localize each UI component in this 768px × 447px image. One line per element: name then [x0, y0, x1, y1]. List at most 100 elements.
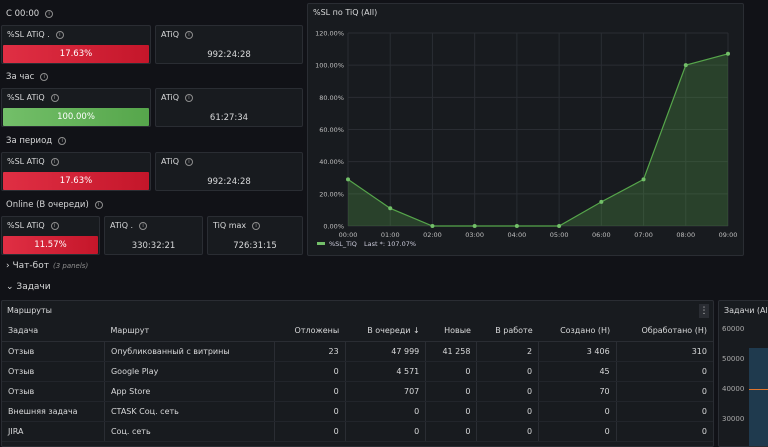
- info-icon[interactable]: i: [50, 93, 59, 102]
- column-header[interactable]: Новые: [425, 321, 477, 342]
- table-cell: 0: [345, 421, 427, 442]
- atiq-hour-value: 61:27:34: [209, 113, 249, 123]
- y-tick-label: 60.00%: [319, 126, 344, 134]
- table-cell: 0: [274, 421, 346, 442]
- sl-atiq-hour-panel[interactable]: %SL ATiQ i 100.00%: [1, 88, 151, 127]
- x-tick-label: 07:00: [634, 231, 653, 239]
- data-point: [346, 177, 350, 182]
- y-tick-label: 80.00%: [319, 94, 344, 102]
- info-icon[interactable]: i: [58, 136, 67, 145]
- info-icon[interactable]: i: [55, 30, 64, 39]
- column-header[interactable]: Обработано (Н): [616, 321, 713, 342]
- info-icon[interactable]: i: [185, 157, 194, 166]
- data-point: [599, 199, 604, 204]
- table-cell: CTASK Соц. сеть: [104, 401, 275, 422]
- info-icon[interactable]: i: [185, 30, 194, 39]
- table-cell: 310: [616, 341, 713, 362]
- table-cell: JIRA: [2, 421, 105, 442]
- series-line: [347, 53, 729, 227]
- info-icon[interactable]: i: [50, 221, 59, 230]
- tasks-chart-title: Задачи (All): [724, 306, 768, 315]
- table-cell: 0: [538, 421, 617, 442]
- sl-atiq-value: 17.63%: [3, 45, 149, 63]
- column-header[interactable]: Задача: [2, 321, 105, 342]
- panel-menu-icon[interactable]: ⋮: [699, 304, 709, 318]
- x-tick-label: 06:00: [592, 231, 611, 239]
- table-row[interactable]: JIRA Соц. сеть 0 0 0 0 0 0: [2, 421, 713, 442]
- sl-atiq-online-value: 11.57%: [3, 236, 98, 254]
- table-cell: 70: [538, 381, 617, 402]
- info-icon[interactable]: i: [185, 93, 194, 102]
- x-tick-label: 03:00: [465, 231, 484, 239]
- table-cell: Отзыв: [2, 381, 105, 402]
- sl-tiq-chart-panel[interactable]: %SL по TiQ (All) 0.00% 20.00% 40.00% 60.00%…: [307, 3, 744, 256]
- section-tasks[interactable]: ⌄ Задачи: [6, 282, 51, 292]
- y-tick-label: 100.00%: [315, 62, 344, 70]
- routes-table: Задача Маршрут Отложены В очереди ↓ Новые В р…: [2, 321, 713, 442]
- tick-label: 30000: [722, 415, 745, 423]
- column-header[interactable]: Создано (Н): [538, 321, 617, 342]
- table-cell: 41 258: [425, 341, 478, 362]
- sl-atiq-hour-value: 100.00%: [3, 108, 149, 126]
- table-cell: 45: [538, 361, 617, 382]
- info-icon[interactable]: i: [252, 221, 261, 230]
- table-cell: 0: [274, 361, 346, 382]
- info-icon[interactable]: i: [139, 221, 148, 230]
- table-row[interactable]: Отзыв Google Play 0 4 571 0 0 45 0: [2, 361, 713, 382]
- sl-atiq-period-panel[interactable]: %SL ATiQ i 17.63%: [1, 152, 151, 191]
- table-row[interactable]: Отзыв Опубликованный с витрины 23 47 999 41 …: [2, 341, 713, 362]
- data-point: [683, 63, 688, 68]
- table-cell: 0: [616, 381, 713, 402]
- table-cell: 23: [274, 341, 346, 362]
- atiq-online-value: 330:32:21: [131, 241, 176, 251]
- table-cell: 2: [476, 341, 540, 362]
- atiq-hour-panel[interactable]: ATiQ i 61:27:34: [155, 88, 303, 127]
- atiq-online-panel[interactable]: ATiQ .i 330:32:21: [104, 216, 203, 255]
- column-header[interactable]: В работе: [476, 321, 539, 342]
- x-tick-label: 00:00: [339, 231, 358, 239]
- x-tick-label: 04:00: [508, 231, 527, 239]
- x-tick-label: 09:00: [719, 231, 738, 239]
- info-icon[interactable]: i: [94, 200, 103, 209]
- data-point: [641, 177, 646, 182]
- tasks-line: [749, 389, 768, 390]
- tasks-chart-panel[interactable]: Задачи (All) 60000 50000 40000 30000: [718, 300, 768, 447]
- table-cell: 0: [476, 381, 540, 402]
- routes-table-panel[interactable]: Маршруты ⋮ Задача Маршрут Отложены В очеред…: [1, 300, 714, 447]
- sl-atiq-online-panel[interactable]: %SL ATiQ i 11.57%: [1, 216, 100, 255]
- sl-tiq-chart: 0.00% 20.00% 40.00% 60.00% 80.00% 100.00% 120.…: [315, 30, 738, 249]
- table-cell: 0: [616, 421, 713, 442]
- table-cell: 0: [345, 401, 427, 422]
- section-chatbot[interactable]: › Чат-бот (3 panels): [6, 261, 89, 271]
- table-row[interactable]: Внешняя задача CTASK Соц. сеть 0 0 0 0 0 0: [2, 401, 713, 422]
- column-header[interactable]: Маршрут: [104, 321, 275, 342]
- atiq-period-panel[interactable]: ATiQ i 992:24:28: [155, 152, 303, 191]
- row-title-last-hour: За час i: [6, 72, 49, 82]
- info-icon[interactable]: i: [45, 9, 54, 18]
- data-point: [514, 224, 519, 228]
- y-tick-label: 40.00%: [319, 158, 344, 166]
- atiq-panel[interactable]: ATiQ i 992:24:28: [155, 25, 303, 64]
- table-cell: Опубликованный с витрины: [104, 341, 275, 362]
- atiq-value: 992:24:28: [207, 50, 251, 60]
- tiq-max-panel[interactable]: TiQ max i 726:31:15: [207, 216, 303, 255]
- table-cell: 47 999: [345, 341, 427, 362]
- column-header[interactable]: В очереди ↓: [345, 321, 426, 342]
- table-cell: 0: [425, 401, 478, 422]
- table-row[interactable]: Отзыв App Store 0 707 0 0 70 0: [2, 381, 713, 402]
- x-tick-label: 02:00: [423, 231, 442, 239]
- info-icon[interactable]: i: [50, 157, 59, 166]
- y-tick-label: 0.00%: [323, 223, 344, 231]
- tasks-area-fill: [749, 348, 768, 446]
- table-cell: 0: [476, 401, 540, 422]
- column-header[interactable]: Отложены: [274, 321, 346, 342]
- info-icon[interactable]: i: [40, 72, 49, 81]
- y-tick-label: 120.00%: [315, 30, 344, 38]
- data-point: [472, 224, 477, 228]
- sl-atiq-panel[interactable]: %SL ATiQ .i 17.63%: [1, 25, 151, 64]
- table-cell: 0: [274, 381, 346, 402]
- atiq-period-value: 992:24:28: [207, 177, 251, 187]
- table-cell: Соц. сеть: [104, 421, 275, 442]
- table-cell: 3 406: [538, 341, 617, 362]
- row-title-period: За период i: [6, 136, 67, 146]
